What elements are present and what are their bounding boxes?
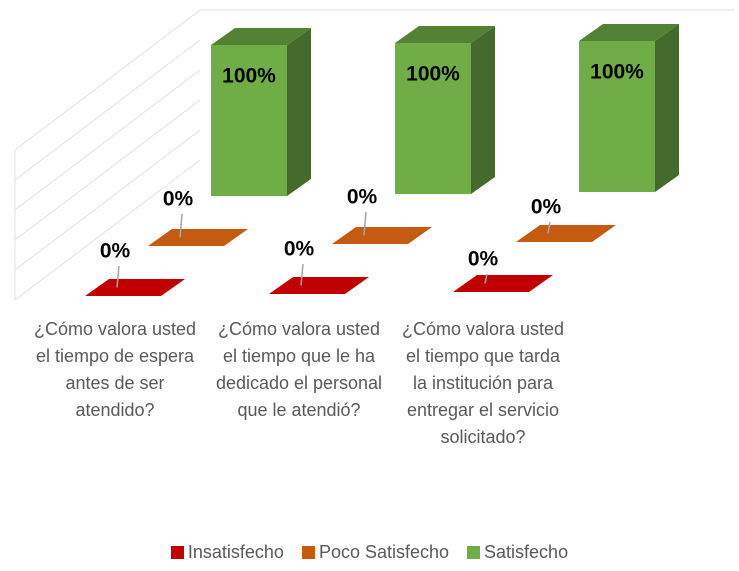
bar-flat xyxy=(332,227,432,244)
legend-item: Insatisfecho xyxy=(170,542,284,563)
bar-front xyxy=(211,45,287,196)
data-label: 0% xyxy=(347,186,378,209)
legend-label: Poco Satisfecho xyxy=(318,542,450,562)
leader-line xyxy=(363,211,367,236)
legend-item: Satisfecho xyxy=(467,542,568,563)
bar xyxy=(148,229,248,246)
bar-flat xyxy=(269,277,369,294)
bar-front xyxy=(395,43,471,194)
bar xyxy=(579,24,679,192)
bar-side xyxy=(655,24,679,192)
data-label: 0% xyxy=(284,238,315,261)
leader-line xyxy=(547,221,551,234)
bar-front xyxy=(579,41,655,192)
bar xyxy=(516,225,616,242)
legend-swatch xyxy=(467,546,481,559)
leader-line xyxy=(116,265,120,288)
walls xyxy=(14,9,735,301)
bar xyxy=(269,277,369,294)
legend-swatch xyxy=(170,546,184,559)
data-label: 0% xyxy=(468,248,499,271)
x-tick-label: ¿Cómo valora usted el tiempo que tarda l… xyxy=(401,319,565,447)
x-tick-label: ¿Cómo valora usted el tiempo de espera a… xyxy=(33,319,197,420)
legend-label: Insatisfecho xyxy=(187,542,284,562)
leader-line xyxy=(179,213,183,238)
data-label: 0% xyxy=(100,240,131,263)
bar-top xyxy=(211,28,311,45)
bar xyxy=(395,26,495,194)
data-label: 100% xyxy=(222,65,276,88)
bar xyxy=(332,227,432,244)
legend: Insatisfecho Poco Satisfecho Satisfecho xyxy=(0,542,739,563)
data-label: 100% xyxy=(406,63,460,86)
data-label: 100% xyxy=(590,61,644,84)
bar-flat xyxy=(148,229,248,246)
data-label: 0% xyxy=(163,188,194,211)
bar-flat xyxy=(453,275,553,292)
data-label: 0% xyxy=(531,196,562,219)
legend-swatch xyxy=(301,546,315,559)
bar xyxy=(211,28,311,196)
bar-top xyxy=(395,26,495,43)
legend-item: Poco Satisfecho xyxy=(301,542,450,563)
plot: 100% 100% 100% 0% 0% 0% 0% 0% 0% xyxy=(14,9,735,301)
bar-side xyxy=(471,26,495,194)
bar-side xyxy=(287,28,311,196)
bar-flat xyxy=(516,225,616,242)
legend-label: Satisfecho xyxy=(484,542,569,562)
bar xyxy=(85,279,185,296)
x-tick-label: ¿Cómo valora usted el tiempo que le ha d… xyxy=(215,319,383,420)
bar-top xyxy=(579,24,679,41)
bar xyxy=(453,275,553,292)
leader-line xyxy=(484,273,488,284)
bar-flat xyxy=(85,279,185,296)
leader-line xyxy=(300,263,304,286)
